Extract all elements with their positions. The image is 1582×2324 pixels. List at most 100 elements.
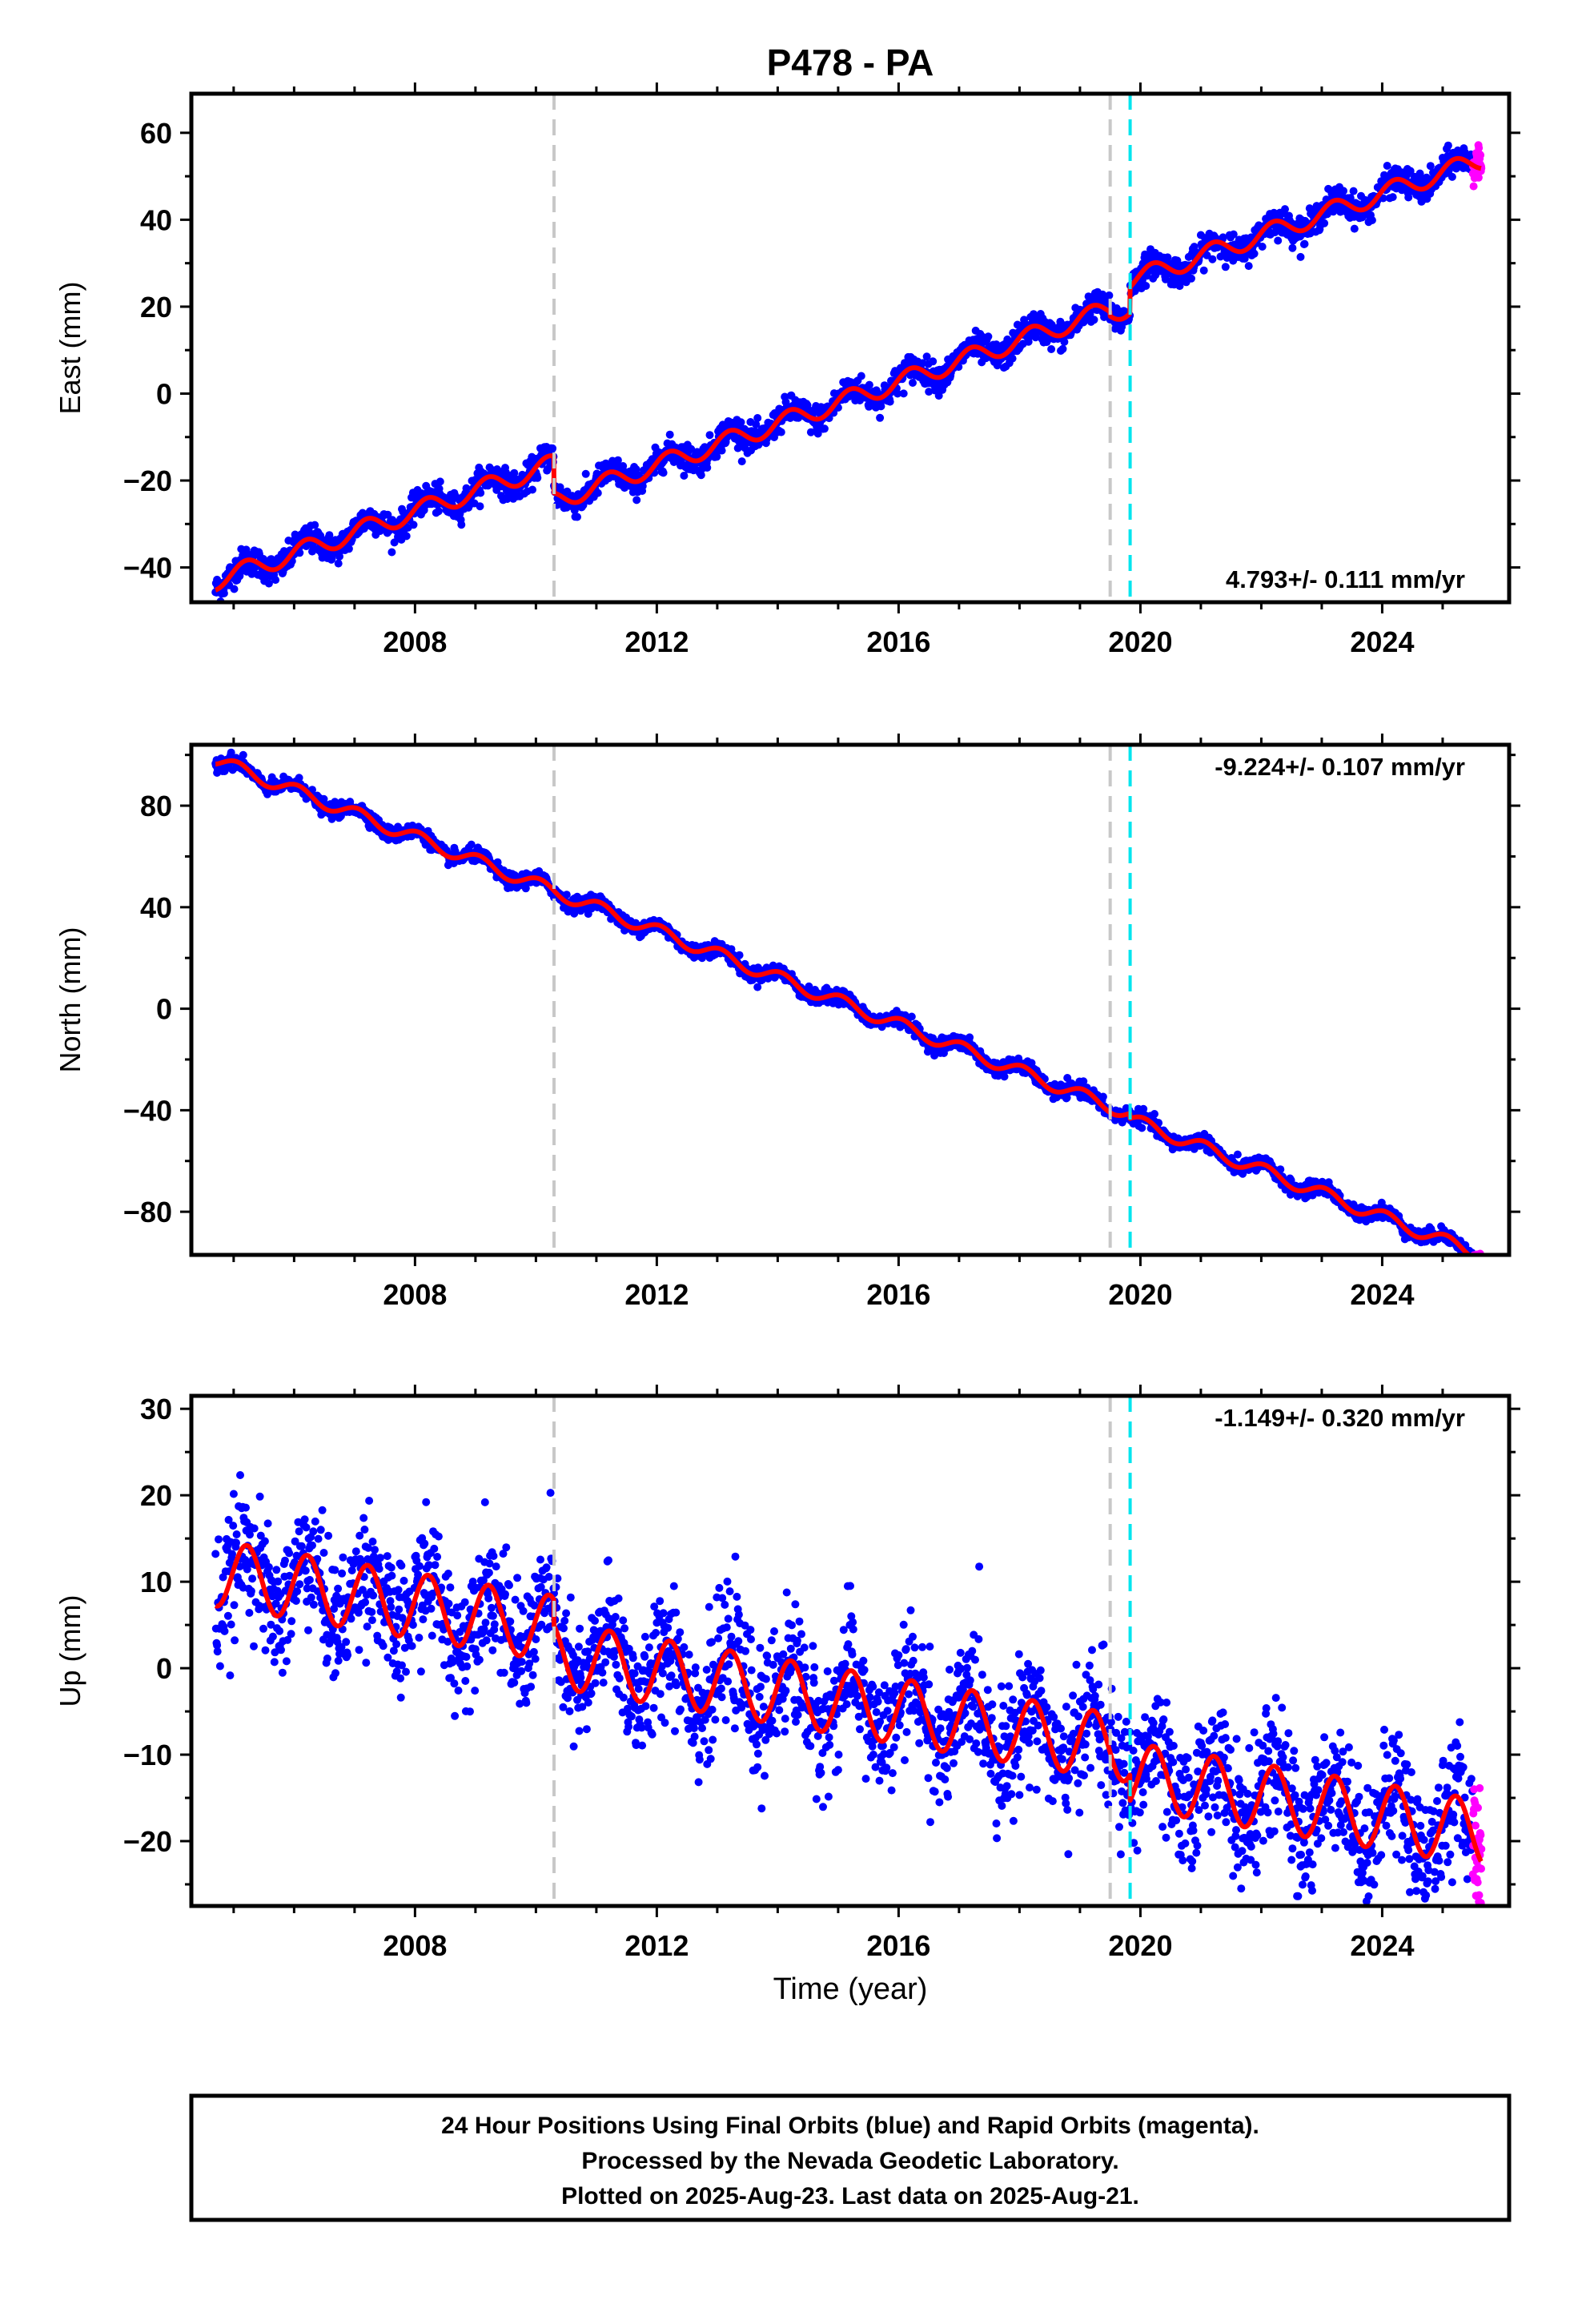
x-tick-label: 2024 [1350, 625, 1414, 658]
final-orbit-point [239, 750, 247, 759]
final-orbit-point [659, 468, 668, 477]
final-orbit-point [1098, 1092, 1107, 1101]
final-orbit-point [1350, 224, 1359, 233]
final-orbit-point [1208, 255, 1217, 263]
final-orbit-point [1447, 172, 1456, 181]
final-orbit-point [1258, 243, 1267, 251]
final-orbit-point [264, 579, 273, 588]
final-orbit-point [1233, 1150, 1242, 1159]
final-orbit-point [1339, 187, 1347, 195]
final-orbit-point [1150, 1110, 1158, 1118]
x-tick-label: 2008 [383, 625, 447, 658]
y-tick-label: 0 [156, 377, 172, 410]
final-orbit-point [510, 468, 519, 477]
final-orbit-point [573, 513, 581, 521]
final-orbit-point [1383, 162, 1391, 170]
final-orbit-point [1388, 193, 1397, 202]
y-tick-label: −20 [123, 464, 172, 497]
final-orbit-point [462, 484, 471, 493]
final-orbit-point [383, 510, 392, 519]
final-orbit-point [777, 428, 785, 436]
final-orbit-point [752, 420, 761, 428]
final-orbit-point [387, 548, 396, 557]
final-orbit-point [876, 413, 885, 422]
final-orbit-point [325, 531, 334, 540]
final-orbit-point [703, 464, 712, 472]
final-orbit-point [476, 502, 484, 511]
rapid-orbit-point [1476, 151, 1485, 159]
final-orbit-point [219, 589, 228, 597]
final-orbit-point [909, 379, 917, 387]
final-orbit-point [409, 521, 418, 529]
final-orbit-point [899, 389, 908, 398]
final-orbit-point [632, 496, 641, 505]
y-tick-label: 60 [140, 117, 172, 150]
final-orbit-point [620, 484, 629, 493]
final-orbit-point [334, 559, 343, 568]
final-orbit-point [737, 418, 745, 427]
final-orbit-point [1288, 243, 1297, 252]
rapid-orbit-point [1469, 182, 1478, 191]
plot-area [211, 94, 1486, 602]
final-orbit-point [593, 489, 602, 497]
final-orbit-point [806, 428, 815, 436]
final-orbit-point [1090, 316, 1098, 324]
final-orbit-point [929, 357, 938, 366]
final-orbit-point [1058, 344, 1067, 353]
y-tick-label: −40 [123, 552, 172, 585]
final-orbit-point [1320, 219, 1329, 227]
final-orbit-point [305, 528, 314, 537]
final-orbit-point [311, 521, 319, 529]
final-orbit-point [230, 585, 239, 593]
rate-annotation: 4.793+/- 0.111 mm/yr [1226, 565, 1465, 593]
final-orbit-point [713, 452, 721, 461]
final-orbit-point [619, 462, 628, 470]
final-orbit-point [1443, 141, 1452, 150]
final-orbit-point [457, 521, 466, 529]
final-orbit-point [705, 431, 714, 440]
x-tick-label: 2012 [624, 625, 689, 658]
final-orbit-point [735, 951, 744, 959]
final-orbit-point [1138, 1124, 1146, 1132]
final-orbit-point [680, 472, 689, 480]
final-orbit-point [528, 485, 536, 494]
final-orbit-point [295, 549, 304, 557]
final-orbit-point [548, 444, 557, 452]
final-orbit-point [984, 332, 993, 341]
final-orbit-point [1367, 216, 1376, 224]
final-orbit-point [335, 552, 343, 561]
final-orbit-point [885, 397, 894, 406]
final-orbit-point [1349, 187, 1358, 195]
final-orbit-point [476, 489, 485, 497]
final-orbit-point [436, 477, 444, 486]
final-orbit-point [893, 389, 902, 398]
x-tick-label: 2020 [1108, 625, 1172, 658]
final-orbit-point [737, 457, 746, 466]
final-orbit-point [533, 473, 542, 482]
figure-title: P478 - PA [767, 42, 934, 83]
final-orbit-point [344, 545, 353, 553]
final-orbit-point [665, 430, 674, 439]
final-orbit-point [581, 469, 590, 478]
final-orbit-point [1296, 252, 1305, 261]
final-orbit-point [235, 572, 244, 581]
final-orbit-point [613, 456, 622, 464]
final-orbit-point [1281, 205, 1289, 214]
final-orbit-point [1244, 262, 1253, 271]
final-orbit-point [753, 414, 762, 422]
final-orbit-point [434, 507, 443, 516]
final-orbit-point [865, 380, 873, 389]
final-orbit-point [907, 1012, 916, 1021]
final-orbit-point [813, 429, 822, 438]
final-orbit-point [1142, 282, 1150, 290]
final-orbit-point [1008, 354, 1017, 363]
y-tick-label: 20 [140, 291, 172, 324]
final-orbit-point [857, 372, 865, 380]
final-orbit-point [632, 465, 640, 473]
y-axis-label: East (mm) [54, 282, 86, 415]
final-orbit-point [1221, 263, 1230, 271]
final-orbits-series [211, 141, 1477, 602]
